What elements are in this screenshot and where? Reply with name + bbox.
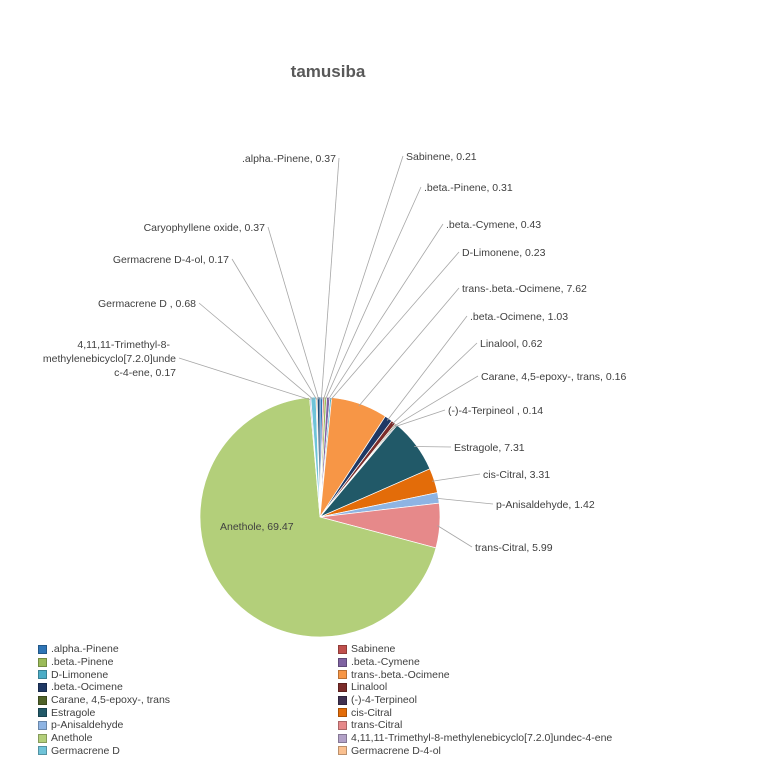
- leader-line-beta-cymene: [327, 223, 444, 400]
- legend-label: cis-Citral: [351, 706, 392, 719]
- leader-line-4-11-11-trimethyl-8-methylenebicyclo-7-2-0-undec-4-ene: [178, 357, 311, 401]
- leader-line-trans-citral: [437, 525, 473, 548]
- legend-item-linalool: Linalool: [338, 681, 638, 694]
- legend-swatch: [338, 746, 347, 756]
- legend-item-beta-ocimene: .beta.-Ocimene: [38, 681, 338, 694]
- legend-swatch: [38, 670, 47, 680]
- data-label-d-limonene: D-Limonene, 0.23: [462, 247, 546, 259]
- data-label-caryophyllene-oxide: Caryophyllene oxide, 0.37: [144, 222, 266, 234]
- legend-label: Sabinene: [351, 643, 396, 656]
- legend-label: 4,11,11-Trimethyl-8-methylenebicyclo[7.2…: [351, 732, 613, 745]
- legend-label: p-Anisaldehyde: [51, 719, 124, 732]
- data-label-anethole: Anethole, 69.47: [220, 521, 294, 533]
- data-label-beta-cymene: .beta.-Cymene, 0.43: [446, 219, 541, 231]
- legend-label: (-)-4-Terpineol: [351, 694, 417, 707]
- legend-item-cis-citral: cis-Citral: [338, 706, 638, 719]
- leader-line-beta-ocimene: [386, 315, 468, 421]
- data-label-4-terpineol: (-)-4-Terpineol , 0.14: [448, 405, 543, 417]
- legend-item-4-terpineol: (-)-4-Terpineol: [338, 694, 638, 707]
- legend-label: Germacrene D: [51, 744, 120, 757]
- legend-label: D-Limonene: [51, 668, 109, 681]
- chart-legend: .alpha.-Pinene Sabinene .beta.-Pinene .beta…: [38, 643, 638, 757]
- data-labels: .alpha.-Pinene, 0.37 Sabinene, 0.21 .beta.…: [43, 151, 627, 554]
- legend-label: Germacrene D-4-ol: [351, 744, 441, 757]
- legend-item-estragole: Estragole: [38, 706, 338, 719]
- leader-line-4-terpineol: [395, 409, 446, 427]
- legend-swatch: [338, 644, 347, 654]
- chart-title: tamusiba: [291, 62, 366, 81]
- legend-item-4-11-11-trimethyl-8-methylenebicyclo-7-2-0-undec-4-ene: 4,11,11-Trimethyl-8-methylenebicyclo[7.2…: [338, 732, 638, 745]
- legend-swatch: [338, 670, 347, 680]
- pie-slice-caryophyllene-oxide: [316, 396, 321, 518]
- leader-line-germacrene-d-4-ol: [231, 258, 317, 400]
- data-label-p-anisaldehyde: p-Anisaldehyde, 1.42: [496, 499, 595, 511]
- legend-swatch: [338, 720, 347, 730]
- legend-swatch: [338, 682, 347, 692]
- legend-swatch: [338, 657, 347, 667]
- data-label-linalool: Linalool, 0.62: [480, 338, 543, 350]
- legend-swatch: [38, 695, 47, 705]
- legend-swatch: [38, 682, 47, 692]
- legend-item-trans-beta-ocimene: trans-.beta.-Ocimene: [338, 668, 638, 681]
- legend-item-anethole: Anethole: [38, 732, 338, 745]
- legend-swatch: [38, 644, 47, 654]
- legend-label: .beta.-Ocimene: [51, 681, 123, 694]
- data-label-beta-ocimene: .beta.-Ocimene, 1.03: [470, 311, 568, 323]
- data-label-4-11-11-trimethyl-8-methylenebicyclo-7-2-0-undec-4-ene: 4,11,11-Trimethyl-8-methylenebicyclo[7.2…: [43, 339, 176, 379]
- legend-label: Carane, 4,5-epoxy-, trans: [51, 694, 171, 707]
- leader-line-caryophyllene-oxide: [267, 226, 320, 400]
- legend-label: trans-.beta.-Ocimene: [351, 668, 450, 681]
- legend-swatch: [338, 733, 347, 743]
- leader-line-germacrene-d: [198, 302, 314, 400]
- data-label-carane-4-5-epoxy-trans: Carane, 4,5-epoxy-, trans, 0.16: [481, 371, 626, 383]
- legend-item-trans-citral: trans-Citral: [338, 719, 638, 732]
- legend-swatch: [38, 657, 47, 667]
- data-label-trans-citral: trans-Citral, 5.99: [475, 542, 553, 554]
- legend-label: .beta.-Pinene: [51, 656, 114, 669]
- data-label-sabinene: Sabinene, 0.21: [406, 151, 477, 163]
- legend-label: Linalool: [351, 681, 388, 694]
- leader-line-cis-citral: [431, 473, 481, 482]
- data-label-germacrene-d-4-ol: Germacrene D-4-ol, 0.17: [113, 254, 229, 266]
- legend-item-beta-cymene: .beta.-Cymene: [338, 656, 638, 669]
- legend-label: trans-Citral: [351, 719, 403, 732]
- legend-swatch: [38, 720, 47, 730]
- legend-swatch: [38, 708, 47, 718]
- leader-line-sabinene: [323, 155, 404, 400]
- legend-item-germacrene-d: Germacrene D: [38, 745, 338, 758]
- data-label-alpha-pinene: .alpha.-Pinene, 0.37: [242, 153, 336, 165]
- leader-line-d-limonene: [330, 251, 460, 401]
- legend-swatch: [338, 695, 347, 705]
- legend-label: .alpha.-Pinene: [51, 643, 119, 656]
- leader-line-beta-pinene: [325, 186, 422, 400]
- leader-line-linalool: [391, 342, 478, 425]
- leader-lines: [178, 155, 494, 548]
- legend-label: .beta.-Cymene: [351, 656, 420, 669]
- leader-line-alpha-pinene: [320, 157, 340, 400]
- leader-line-carane-4-5-epoxy-trans: [394, 375, 479, 427]
- legend-item-p-anisaldehyde: p-Anisaldehyde: [38, 719, 338, 732]
- leader-line-trans-beta-ocimene: [358, 287, 460, 407]
- legend-swatch: [338, 708, 347, 718]
- legend-swatch: [38, 733, 47, 743]
- data-label-beta-pinene: .beta.-Pinene, 0.31: [424, 182, 513, 194]
- legend-item-beta-pinene: .beta.-Pinene: [38, 656, 338, 669]
- leader-line-p-anisaldehyde: [436, 497, 494, 505]
- legend-label: Estragole: [51, 706, 96, 719]
- data-label-germacrene-d: Germacrene D , 0.68: [98, 298, 196, 310]
- data-label-estragole: Estragole, 7.31: [454, 442, 525, 454]
- legend-swatch: [38, 746, 47, 756]
- data-label-cis-citral: cis-Citral, 3.31: [483, 469, 550, 481]
- legend-item-germacrene-d-4-ol: Germacrene D-4-ol: [338, 745, 638, 758]
- legend-item-sabinene: Sabinene: [338, 643, 638, 656]
- legend-label: Anethole: [51, 732, 93, 745]
- pie-slices: [199, 396, 441, 638]
- data-label-trans-beta-ocimene: trans-.beta.-Ocimene, 7.62: [462, 283, 587, 295]
- legend-item-alpha-pinene: .alpha.-Pinene: [38, 643, 338, 656]
- legend-item-d-limonene: D-Limonene: [38, 668, 338, 681]
- pie-slice-anethole: [199, 397, 437, 638]
- legend-item-carane-4-5-epoxy-trans: Carane, 4,5-epoxy-, trans: [38, 694, 338, 707]
